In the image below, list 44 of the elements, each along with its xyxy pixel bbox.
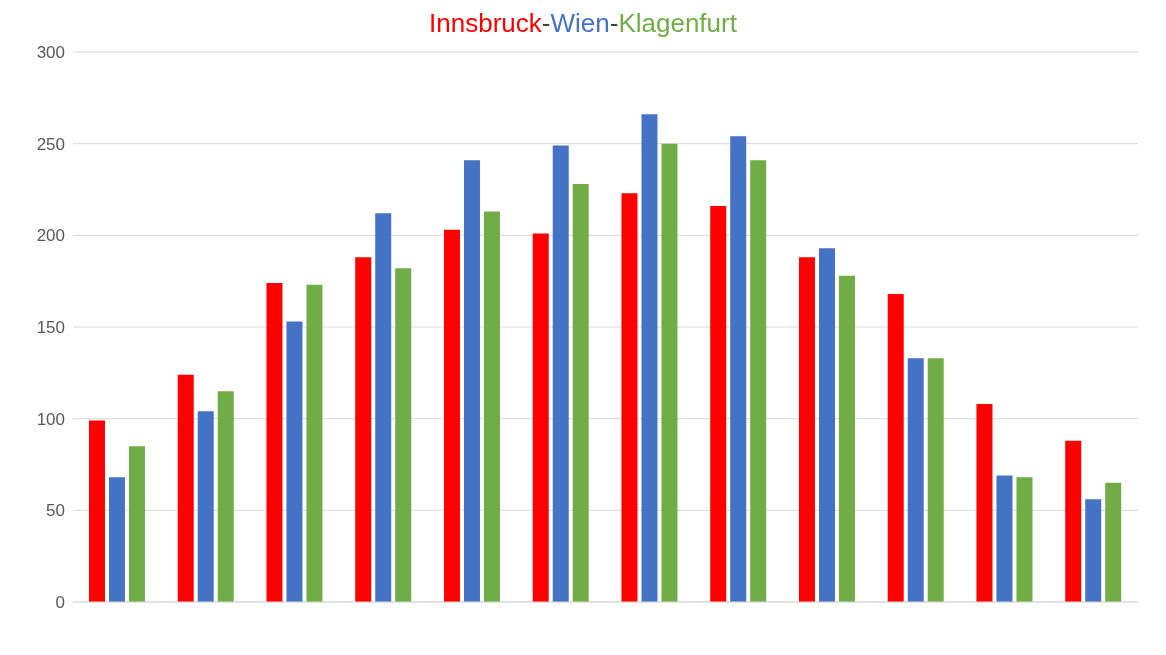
bar xyxy=(750,160,767,602)
y-tick-label: 300 xyxy=(36,43,65,63)
bar xyxy=(572,184,589,602)
bar xyxy=(108,477,125,602)
y-tick-label: 50 xyxy=(46,501,65,521)
bar xyxy=(197,411,214,602)
bar xyxy=(927,358,944,602)
y-tick-label: 250 xyxy=(36,134,65,154)
y-tick-label: 200 xyxy=(36,226,65,246)
bar xyxy=(730,136,747,602)
bar xyxy=(1085,499,1102,602)
bar xyxy=(286,321,303,602)
bar xyxy=(552,145,569,602)
bar xyxy=(306,284,323,602)
bar xyxy=(463,160,480,602)
bar xyxy=(838,275,855,602)
bar xyxy=(996,475,1013,602)
bar xyxy=(483,211,500,602)
bar xyxy=(443,229,460,602)
bar xyxy=(1105,482,1122,602)
bar xyxy=(217,391,234,602)
bar xyxy=(641,114,658,602)
y-tick-label: 150 xyxy=(36,318,65,338)
bar xyxy=(798,257,815,602)
bar xyxy=(177,374,194,602)
bar xyxy=(395,268,412,602)
bar xyxy=(887,294,904,602)
bar xyxy=(818,248,835,602)
bar xyxy=(1016,477,1033,602)
y-tick-label: 0 xyxy=(55,593,65,613)
bar xyxy=(266,283,283,602)
bar xyxy=(976,404,993,602)
bar xyxy=(128,446,145,602)
bar xyxy=(532,233,549,602)
bar xyxy=(1065,440,1082,602)
bar xyxy=(907,358,924,602)
bar xyxy=(710,206,727,602)
chart-title: Innsbruck-Wien-Klagenfurt xyxy=(429,8,737,38)
bar xyxy=(661,143,678,602)
y-tick-label: 100 xyxy=(36,409,65,429)
bar xyxy=(88,420,105,602)
bar xyxy=(375,213,392,602)
bar xyxy=(621,193,638,602)
bar xyxy=(355,257,372,602)
